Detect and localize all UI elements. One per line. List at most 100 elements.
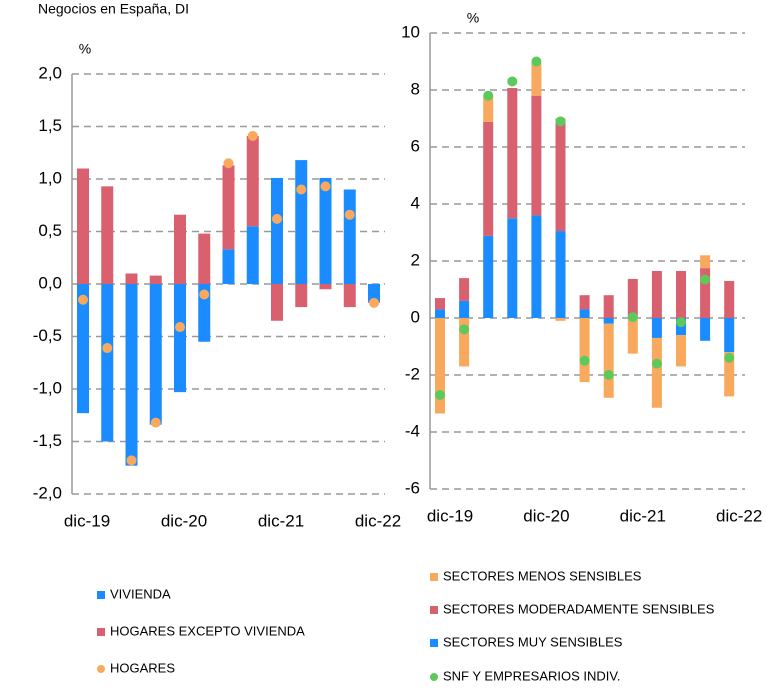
legend-marker [430, 673, 438, 681]
y-axis-label: % [467, 10, 479, 26]
dot [459, 324, 470, 335]
bar [149, 275, 162, 284]
legend-marker [430, 573, 438, 581]
legend-label: SECTORES MUY SENSIBLES [443, 634, 623, 649]
dot [555, 116, 566, 127]
dot [627, 312, 638, 323]
bar [507, 218, 518, 318]
bar [507, 88, 518, 219]
y-tick-label: -4 [405, 421, 420, 440]
dot [272, 213, 282, 224]
bar [174, 284, 186, 393]
dot [223, 158, 234, 169]
bar [603, 295, 614, 318]
bar [651, 270, 662, 318]
bar [319, 177, 332, 284]
bar [77, 284, 89, 414]
dot [676, 317, 686, 328]
dot [531, 56, 542, 67]
x-tick-label: dic-20 [161, 511, 207, 530]
bar [531, 215, 542, 318]
x-tick-label: dic-19 [427, 506, 473, 525]
dot [507, 76, 518, 87]
bar [222, 249, 235, 284]
x-tick-label: dic-20 [523, 506, 569, 525]
bar [271, 284, 283, 321]
y-tick-label: -2,0 [33, 483, 62, 502]
x-tick-label: dic-22 [716, 506, 762, 525]
bar [700, 268, 711, 318]
bar [459, 300, 470, 318]
y-tick-label: 0,0 [38, 273, 62, 292]
bar [295, 284, 308, 308]
dot [102, 343, 113, 354]
x-tick-label: dic-22 [355, 511, 401, 530]
bar [724, 352, 735, 397]
bar [531, 95, 542, 216]
bar [343, 284, 356, 308]
bar [531, 62, 542, 96]
legend-label: VIVIENDA [110, 586, 171, 601]
bar [198, 233, 211, 284]
dot [435, 389, 445, 400]
bar [555, 318, 566, 321]
bar [700, 255, 711, 269]
bar [246, 226, 259, 284]
y-tick-label: 1,0 [38, 168, 62, 187]
bar [700, 318, 711, 341]
bar [319, 284, 332, 290]
legend-label: HOGARES [110, 660, 175, 675]
y-axis-label: % [79, 41, 91, 57]
bar [483, 121, 494, 236]
bar [101, 284, 114, 442]
dot [126, 455, 137, 466]
dot [247, 130, 258, 141]
bar [651, 337, 662, 408]
legend-marker [97, 591, 105, 599]
bar [368, 284, 380, 302]
bar [459, 318, 470, 367]
bar [676, 335, 686, 367]
legend-label: SECTORES MODERADAMENTE SENSIBLES [443, 601, 715, 616]
x-tick-label: dic-21 [620, 506, 666, 525]
y-tick-label: 8 [411, 79, 420, 98]
dot [724, 352, 735, 363]
bar [222, 165, 235, 250]
dot [369, 297, 379, 308]
bar [724, 318, 735, 353]
y-tick-label: -2 [405, 364, 420, 383]
legend-marker [430, 639, 438, 647]
y-tick-label: -6 [405, 478, 420, 497]
dot [344, 209, 355, 220]
bar [579, 309, 590, 318]
bar [627, 318, 638, 354]
bar [724, 280, 735, 318]
dot [175, 322, 185, 333]
bar [101, 186, 114, 284]
bar [174, 214, 186, 284]
bar [149, 284, 162, 425]
dot [150, 417, 161, 428]
y-tick-label: -1,0 [33, 378, 62, 397]
bar [271, 177, 283, 284]
y-tick-label: -1,5 [33, 431, 62, 450]
legend-marker [97, 628, 105, 636]
bar [555, 118, 566, 232]
y-tick-label: 4 [411, 193, 420, 212]
dot [579, 355, 590, 366]
legend-label: SNF Y EMPRESARIOS INDIV. [443, 668, 620, 683]
y-tick-label: 0 [411, 307, 420, 326]
bar [579, 318, 590, 383]
dot [78, 294, 88, 305]
y-tick-label: 2 [411, 250, 420, 269]
bar [343, 189, 356, 284]
dot [603, 370, 614, 380]
bar [483, 235, 494, 318]
bar [603, 323, 614, 398]
legend-marker [430, 606, 438, 614]
x-tick-label: dic-21 [258, 511, 304, 530]
dot [320, 181, 331, 192]
y-tick-label: 2,0 [38, 63, 62, 82]
legend-marker [97, 665, 105, 673]
